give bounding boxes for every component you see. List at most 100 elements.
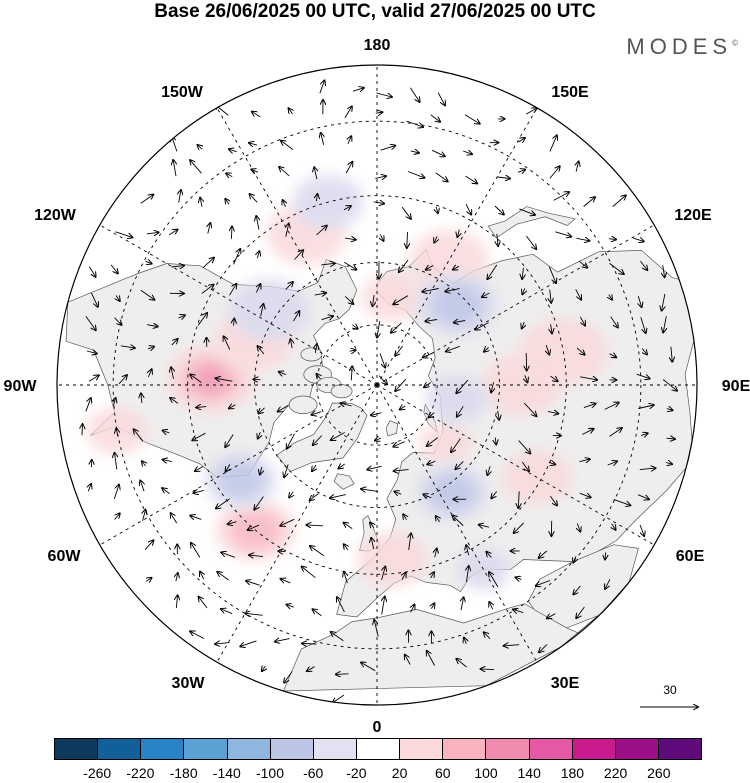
wind-vector	[377, 321, 380, 337]
latitude-circle	[316, 324, 438, 446]
wind-vector	[484, 632, 491, 640]
colorbar-segment	[184, 739, 228, 759]
meridian-line	[376, 384, 655, 546]
wind-vector	[148, 369, 151, 378]
wind-vector	[192, 432, 206, 440]
wind-vector	[399, 259, 409, 272]
meridian-line	[216, 384, 378, 663]
wind-vector	[555, 231, 571, 237]
wind-vector	[246, 581, 260, 586]
wind-vector	[637, 494, 649, 500]
wind-vector	[173, 160, 176, 177]
wind-vector	[226, 173, 233, 176]
colorbar-segment	[270, 739, 314, 759]
wind-vector	[636, 373, 650, 378]
wind-vector	[202, 258, 214, 269]
wind-vector	[662, 379, 677, 391]
wind-vector	[394, 470, 409, 472]
wind-vector	[610, 316, 618, 328]
latitude-circle	[254, 262, 500, 508]
wind-vector	[374, 620, 379, 637]
wind-vector	[190, 516, 202, 520]
wind-vector	[190, 160, 202, 174]
negative-anomaly	[429, 474, 476, 511]
wind-vector	[373, 295, 375, 306]
wind-vector	[162, 488, 170, 494]
wind-vector	[518, 440, 531, 454]
wind-vector	[275, 639, 290, 642]
wind-vector	[225, 434, 234, 448]
wind-vector	[373, 202, 384, 204]
colorbar-tick-label: 220	[603, 765, 628, 781]
wind-vector	[579, 316, 585, 326]
wind-vector	[406, 120, 423, 127]
wind-vector	[115, 453, 117, 470]
wind-vector	[289, 491, 293, 498]
colorbar-segment	[486, 739, 530, 759]
wind-vector	[429, 413, 435, 418]
wind-vector	[452, 516, 464, 527]
wind-vector	[410, 87, 419, 102]
wind-vector	[221, 609, 233, 615]
wind-vector	[549, 135, 557, 152]
colorbar-segment	[572, 739, 616, 759]
wind-vector	[525, 108, 537, 115]
wind-vector	[338, 464, 345, 469]
wind-vector	[147, 347, 154, 349]
wind-vector	[216, 378, 233, 381]
wind-vector	[519, 208, 535, 215]
modes-logo: MODES©	[626, 34, 738, 60]
colorbar-segment	[356, 739, 401, 759]
wind-vector	[261, 304, 264, 317]
wind-vector	[393, 441, 405, 447]
wind-vector	[550, 495, 557, 505]
wind-vector	[548, 266, 556, 283]
wind-vector	[431, 572, 434, 579]
wind-vector	[331, 432, 345, 441]
wind-vector	[140, 289, 155, 300]
wind-vector	[518, 138, 525, 142]
wind-vector	[115, 231, 133, 238]
wind-vector	[278, 404, 289, 411]
wind-vector	[578, 260, 587, 268]
wind-vector	[140, 195, 154, 204]
wind-vector	[340, 403, 352, 406]
wind-vector	[344, 106, 352, 119]
wind-vector	[435, 549, 437, 558]
lon-label-180: 180	[364, 37, 391, 54]
wind-vector	[306, 525, 323, 526]
lon-label-0: 0	[373, 719, 382, 735]
wind-vector	[90, 292, 98, 307]
wind-vector	[198, 145, 203, 149]
wind-vector	[612, 195, 626, 207]
wind-vectors	[82, 81, 677, 703]
greenland-landmass	[276, 402, 368, 473]
wind-vector	[221, 552, 235, 558]
negative-anomaly	[217, 462, 264, 499]
wind-vector	[467, 566, 469, 583]
wind-vector	[249, 555, 264, 557]
wind-vector	[410, 151, 419, 153]
wind-vector	[191, 543, 201, 558]
wind-vector	[577, 523, 580, 531]
wind-vector	[200, 198, 202, 207]
wind-vector	[482, 293, 490, 297]
wind-vector	[371, 413, 382, 416]
colorbar-segment	[615, 739, 659, 759]
wind-vector	[110, 264, 118, 274]
negative-anomaly	[229, 279, 310, 341]
wind-vector	[315, 344, 317, 353]
wind-vector	[427, 461, 436, 464]
wind-vector	[671, 346, 672, 362]
wind-vector	[344, 523, 353, 529]
wind-vector	[409, 533, 411, 550]
wind-vector	[258, 432, 261, 438]
wind-vector	[245, 613, 263, 615]
wind-vector	[513, 610, 524, 613]
wind-vector	[143, 510, 146, 522]
meridian-line	[376, 224, 655, 386]
colorbar-segment	[400, 739, 444, 759]
wind-vector	[375, 176, 386, 178]
lon-label-150e: 150E	[551, 84, 589, 101]
colorbar-tick-label: -220	[126, 765, 155, 781]
